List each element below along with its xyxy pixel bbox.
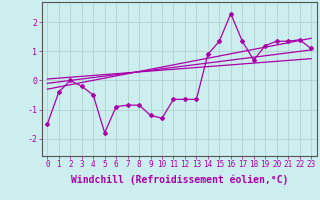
X-axis label: Windchill (Refroidissement éolien,°C): Windchill (Refroidissement éolien,°C)	[70, 175, 288, 185]
